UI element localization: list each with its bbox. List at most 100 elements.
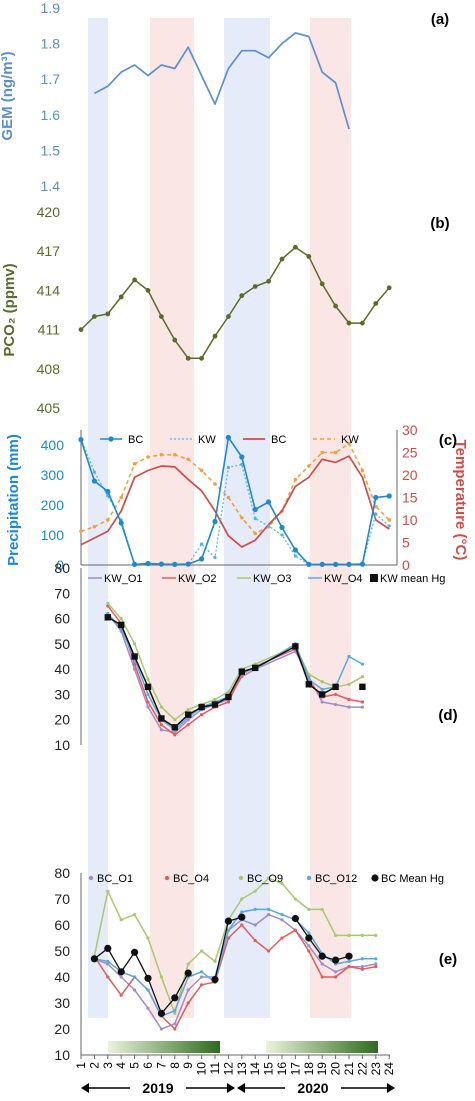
month-axis: 1 2 3 4 5 6 7 8 9 10 11 12 13 14 15 16 17 18 19 20 21 22 23 24 bbox=[74, 1055, 396, 1093]
panel-e-bc_o9-point bbox=[146, 936, 150, 940]
kw-temp-point bbox=[132, 461, 137, 466]
bc-precip-point bbox=[158, 561, 164, 567]
panel-e-bc_o1-point bbox=[320, 962, 324, 966]
kw-temp-point bbox=[173, 452, 177, 457]
panel-e-y-tick: 60 bbox=[54, 917, 70, 933]
panel-c-precip-temp: 0 100 200 300 400 0 5 10 15 20 25 30 BC KW BC KW Precipi… bbox=[5, 422, 469, 573]
kw-temp-point bbox=[79, 529, 83, 534]
panel-a-y-tick: 1.7 bbox=[41, 71, 61, 87]
panel-e-legend-label: BC Mean Hg bbox=[381, 873, 444, 885]
bc-precip-point bbox=[145, 560, 151, 567]
panel-a-label: (a) bbox=[431, 11, 449, 28]
panel-e-mean-point bbox=[211, 976, 219, 984]
panel-d-kw_o1-point bbox=[360, 705, 364, 709]
pco2-series-point bbox=[266, 278, 271, 284]
kw-temp-point bbox=[199, 468, 204, 473]
panel-d-kw_o2-point bbox=[334, 692, 338, 697]
panel-e-bc_o12-point bbox=[133, 975, 137, 979]
panel-d-kw_o2-point bbox=[200, 713, 204, 717]
panel-e-y-tick: 10 bbox=[54, 1047, 70, 1063]
x-tick-label: 2 bbox=[87, 1062, 101, 1069]
panel-e-bc_o9-point bbox=[159, 975, 163, 979]
legend-kw-temp-label: KW bbox=[341, 434, 359, 446]
panel-e-bc_o1-point bbox=[186, 988, 190, 992]
panel-e-mean-point bbox=[144, 974, 152, 982]
panel-e-bc_o9-point bbox=[293, 897, 297, 901]
panel-b-label: (b) bbox=[430, 215, 449, 232]
panel-d-y-tick: 40 bbox=[54, 661, 70, 677]
kw-temp-point bbox=[253, 531, 257, 536]
x-tick-label: 12 bbox=[221, 1062, 235, 1076]
panel-c-left-tick: 100 bbox=[41, 527, 65, 543]
bc-precip-point bbox=[239, 454, 245, 460]
panel-b-pco2: 405 408 411 414 417 420 PCO₂ (ppmv) (b) bbox=[1, 204, 450, 416]
panel-e-legend-marker bbox=[306, 875, 312, 881]
panel-d-mean-point bbox=[131, 653, 138, 660]
panel-d-y-tick: 80 bbox=[54, 560, 70, 576]
panel-d-kw_o2-point bbox=[173, 733, 177, 737]
x-tick-label: 24 bbox=[382, 1062, 396, 1076]
panel-e-mean-point bbox=[332, 956, 340, 964]
x-tick-label: 6 bbox=[141, 1062, 155, 1069]
panel-e-bc_o9-point bbox=[106, 889, 110, 893]
panel-d-kw_o3-point bbox=[226, 690, 230, 694]
panel-d-kw_o4-point bbox=[146, 692, 150, 697]
panel-a-y-tick: 1.8 bbox=[41, 36, 61, 52]
x-tick-label: 8 bbox=[168, 1062, 182, 1069]
panel-d-kw_o1-point bbox=[334, 702, 338, 707]
panel-b-y-tick: 405 bbox=[37, 400, 61, 416]
panel-e-bc_o4-point bbox=[280, 936, 284, 940]
panel-e-bc_o1-point bbox=[119, 975, 123, 979]
winter-shade-2019 bbox=[88, 18, 108, 1018]
kw-precip-point bbox=[92, 470, 96, 474]
x-tick-label: 1 bbox=[74, 1062, 88, 1069]
x-tick-label: 22 bbox=[355, 1062, 369, 1076]
kw-temp-point bbox=[119, 495, 123, 500]
panel-e-bc_o9-point bbox=[213, 959, 217, 964]
panel-e-bc_o1-point bbox=[334, 970, 338, 974]
pco2-series-point bbox=[132, 277, 138, 283]
panel-b-y-tick: 408 bbox=[37, 361, 61, 377]
kw-temp-line bbox=[80, 442, 390, 535]
panel-d-mean-point bbox=[359, 683, 366, 691]
panel-d-kw_o3-point bbox=[307, 672, 311, 676]
summer-shade-2019 bbox=[150, 18, 194, 1018]
panel-e-legend-marker bbox=[164, 875, 170, 881]
panel-e-bc_o4-point bbox=[360, 967, 364, 971]
panel-e-bc_o9-point bbox=[267, 876, 271, 880]
panel-d-kw_o1-point bbox=[173, 730, 177, 734]
panel-e-bc_o9-point bbox=[200, 949, 204, 953]
arrow-2020-right-head bbox=[387, 1083, 395, 1093]
pco2-series-point bbox=[373, 301, 379, 306]
kw-temp-point bbox=[213, 482, 217, 486]
panel-e-bc_o4-point bbox=[334, 975, 338, 979]
pco2-series-point bbox=[306, 254, 312, 259]
bc-precip-point bbox=[386, 493, 392, 499]
panel-c-right-tick: 30 bbox=[402, 422, 418, 438]
pco2-series-point bbox=[172, 337, 178, 343]
kw-precip-point bbox=[387, 524, 391, 528]
panel-e-bc_o4-point bbox=[293, 928, 297, 932]
legend-kw-precip-label: KW bbox=[198, 434, 216, 446]
bc-temp-line bbox=[80, 455, 390, 548]
year-2020-label: 2020 bbox=[297, 1080, 328, 1096]
panel-d-y-tick: 10 bbox=[54, 737, 70, 753]
bc-precip-point bbox=[279, 524, 285, 531]
kw-temp-point bbox=[159, 452, 164, 457]
growing-season-bar-2019 bbox=[108, 1041, 220, 1053]
kw-temp-point bbox=[293, 477, 298, 482]
panel-e-bc_o12-point bbox=[374, 957, 378, 961]
kw-temp-point bbox=[92, 524, 97, 529]
kw-temp-point bbox=[333, 450, 338, 455]
x-tick-label: 17 bbox=[288, 1062, 302, 1076]
pco2-series-point bbox=[279, 256, 285, 262]
pco2-series-point bbox=[159, 314, 164, 319]
panel-c-right-tick: 10 bbox=[402, 512, 418, 528]
panel-d-mean-point bbox=[292, 643, 299, 650]
pco2-series-point bbox=[239, 293, 245, 299]
panel-d-kw_o1-line bbox=[107, 613, 363, 734]
panel-d-mean-point bbox=[144, 683, 152, 691]
panel-e-bc_o4-point bbox=[240, 923, 244, 927]
kw-temp-point bbox=[387, 518, 392, 522]
